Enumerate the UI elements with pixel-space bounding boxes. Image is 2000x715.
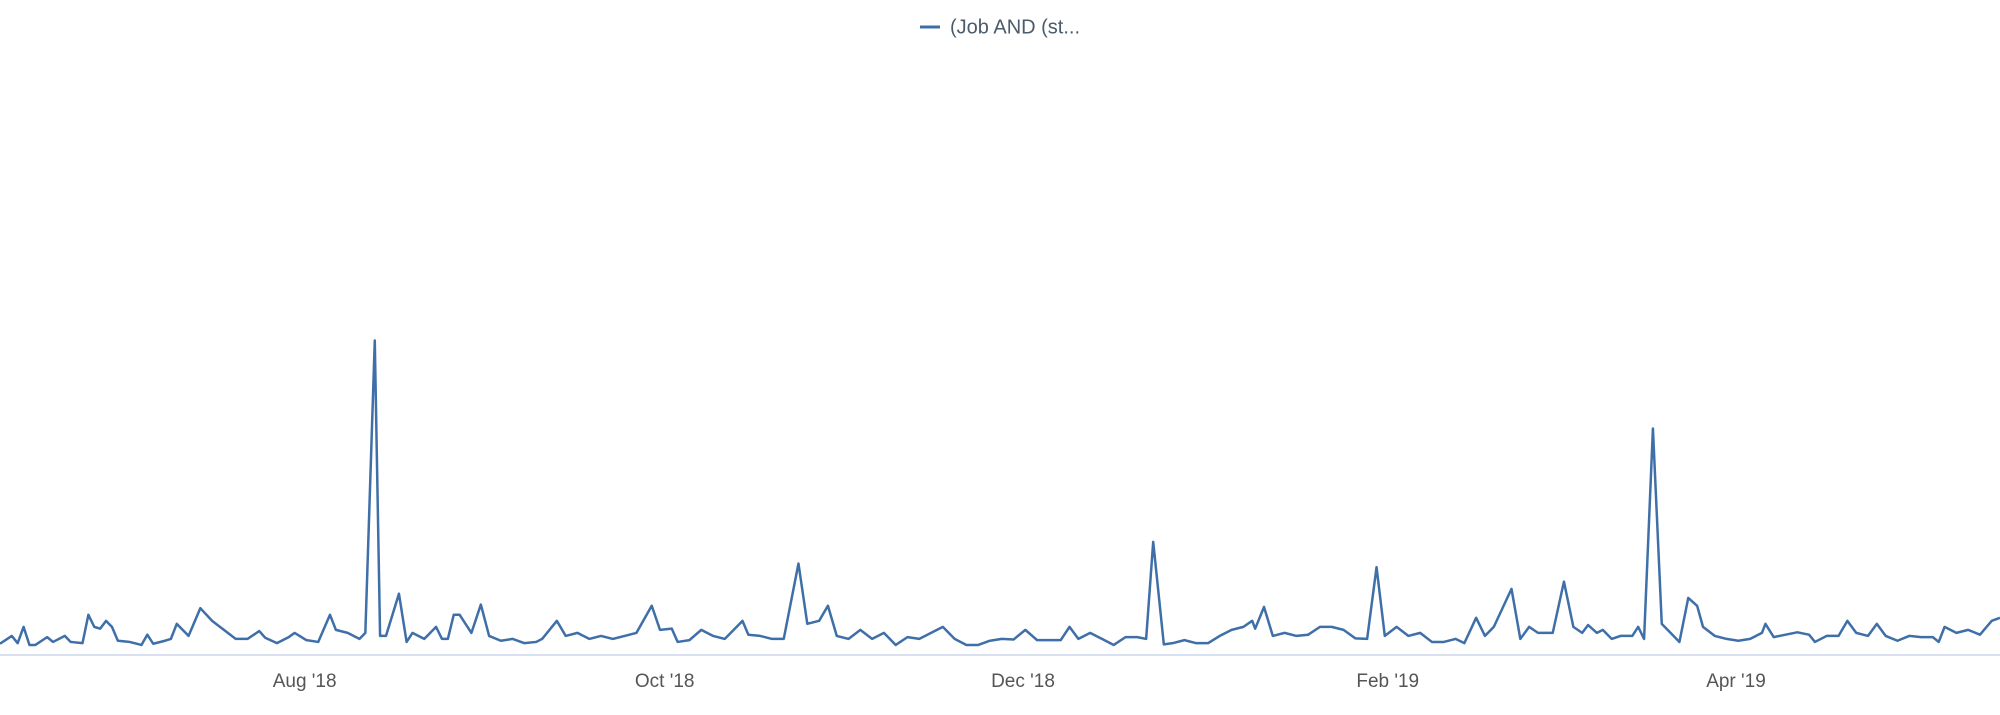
x-tick-label: Oct '18 (635, 671, 695, 692)
legend-label[interactable]: (Job AND (st... (950, 16, 1080, 38)
series-line (0, 339, 2000, 647)
legend[interactable]: (Job AND (st... (920, 16, 1080, 38)
x-tick-label: Aug '18 (273, 671, 337, 692)
x-tick-label: Dec '18 (991, 671, 1055, 692)
x-tick-label: Feb '19 (1356, 671, 1419, 692)
x-tick-label: Apr '19 (1706, 671, 1766, 692)
